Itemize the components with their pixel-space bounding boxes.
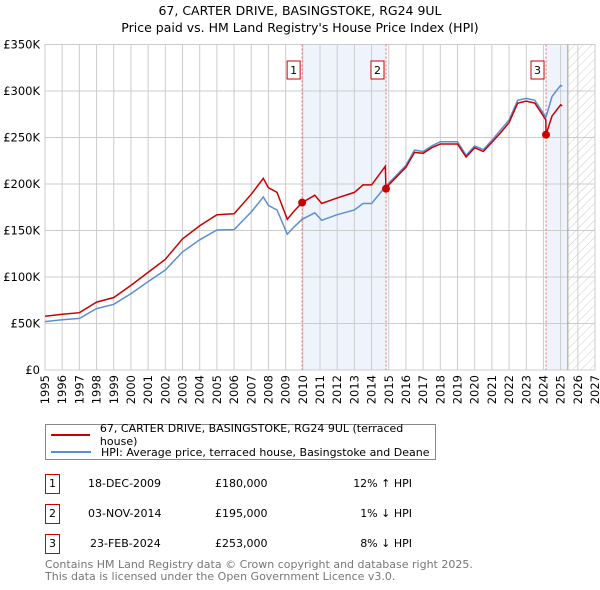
x-tick-label: 2005 — [210, 375, 224, 404]
x-tick-label: 1995 — [38, 375, 52, 404]
sale-point — [298, 198, 307, 207]
sale-point — [542, 130, 551, 139]
x-tick-label: 2017 — [416, 375, 430, 404]
x-tick-label: 2001 — [141, 375, 155, 404]
sale-date: 23-FEB-2024 — [90, 537, 161, 550]
sale-price: £195,000 — [215, 507, 268, 520]
x-tick-label: 2024 — [536, 375, 550, 404]
y-tick-label: £250K — [3, 131, 40, 145]
x-tick-label: 2003 — [176, 375, 190, 404]
sale-number-badge: 3 — [45, 534, 60, 554]
sale-hpi-diff: 12% ↑ HPI — [353, 477, 412, 490]
hpi-line — [44, 84, 563, 323]
x-tick-label: 2027 — [588, 375, 600, 404]
sale-price: £253,000 — [215, 537, 268, 550]
x-tick-label: 2002 — [158, 375, 172, 404]
sale-number-badge: 2 — [45, 504, 60, 524]
x-tick-label: 2026 — [571, 375, 585, 404]
footer-licence: This data is licensed under the Open Gov… — [45, 570, 396, 583]
y-tick-label: £300K — [3, 84, 40, 98]
x-tick-label: 2025 — [554, 375, 568, 404]
x-tick-label: 2021 — [485, 375, 499, 404]
sale-date: 03-NOV-2014 — [88, 507, 162, 520]
x-tick-label: 2013 — [347, 375, 361, 404]
plot-border — [44, 44, 596, 371]
legend-swatch-red — [51, 434, 90, 436]
x-tick-label: 2007 — [244, 375, 258, 404]
legend-item-hpi: HPI: Average price, terraced house, Basi… — [51, 444, 429, 460]
x-tick-label: 2011 — [313, 375, 327, 404]
x-tick-label: 2015 — [382, 375, 396, 404]
sale-price: £180,000 — [215, 477, 268, 490]
legend-swatch-blue — [51, 451, 91, 453]
x-tick-label: 2009 — [279, 375, 293, 404]
x-tick-label: 2018 — [433, 375, 447, 404]
x-tick-label: 2004 — [193, 375, 207, 404]
sale-label-box — [370, 60, 385, 80]
x-tick-label: 1999 — [107, 375, 121, 404]
sale-label-box — [286, 60, 301, 80]
property-price-line — [44, 100, 563, 318]
sale-number-badge: 1 — [45, 474, 60, 494]
table-row: 3 23-FEB-2024 £253,000 8% ↓ HPI — [45, 534, 445, 554]
sale-period-shade — [546, 44, 568, 370]
footer: Contains HM Land Registry data © Crown c… — [45, 559, 473, 583]
x-tick-label: 2023 — [519, 375, 533, 404]
y-tick-label: £350K — [3, 38, 40, 52]
y-tick-label: £0 — [25, 363, 40, 377]
sale-label-box — [530, 60, 545, 80]
sale-label: 2 — [374, 64, 381, 77]
price-chart: 1995 1996 1997 1998 1999 2000 2001 2002 2003 2004… — [3, 38, 600, 405]
x-tick-label: 1997 — [72, 375, 86, 404]
x-tick-label: 2012 — [330, 375, 344, 404]
x-tick-label: 2020 — [468, 375, 482, 404]
sale-hpi-diff: 8% ↓ HPI — [360, 537, 412, 550]
sale-label: 3 — [534, 64, 541, 77]
sale-point — [382, 184, 390, 193]
x-tick-label: 2014 — [365, 375, 379, 404]
table-row: 2 03-NOV-2014 £195,000 1% ↓ HPI — [45, 504, 445, 524]
sale-hpi-diff: 1% ↓ HPI — [360, 507, 412, 520]
x-tick-label: 2010 — [296, 375, 310, 404]
x-tick-label: 2000 — [124, 375, 138, 404]
x-tick-label: 1998 — [90, 375, 104, 404]
x-tick-label: 2019 — [451, 375, 465, 404]
legend-item-property: 67, CARTER DRIVE, BASINGSTOKE, RG24 9UL … — [51, 422, 435, 448]
chart-legend: 67, CARTER DRIVE, BASINGSTOKE, RG24 9UL … — [45, 422, 436, 460]
y-tick-label: £50K — [11, 317, 41, 331]
chart-subtitle: Price paid vs. HM Land Registry's House … — [121, 20, 479, 35]
chart-title: 67, CARTER DRIVE, BASINGSTOKE, RG24 9UL — [158, 3, 442, 18]
sale-period-shade — [302, 44, 386, 370]
sale-label: 1 — [290, 64, 297, 77]
x-tick-label: 2006 — [227, 375, 241, 404]
y-tick-label: £200K — [3, 177, 40, 191]
y-tick-label: £100K — [3, 270, 40, 284]
x-tick-label: 1996 — [55, 375, 69, 404]
footer-copyright: Contains HM Land Registry data © Crown c… — [45, 558, 473, 571]
legend-label: 67, CARTER DRIVE, BASINGSTOKE, RG24 9UL … — [99, 422, 404, 448]
y-tick-label: £150K — [3, 224, 40, 238]
x-tick-label: 2008 — [261, 375, 275, 404]
x-tick-label: 2022 — [502, 375, 516, 404]
sale-date: 18-DEC-2009 — [88, 477, 162, 490]
x-tick-label: 2016 — [399, 375, 413, 404]
legend-label: HPI: Average price, terraced house, Basi… — [101, 445, 430, 459]
forecast-hatch — [567, 44, 595, 370]
table-row: 1 18-DEC-2009 £180,000 12% ↑ HPI — [45, 474, 445, 494]
